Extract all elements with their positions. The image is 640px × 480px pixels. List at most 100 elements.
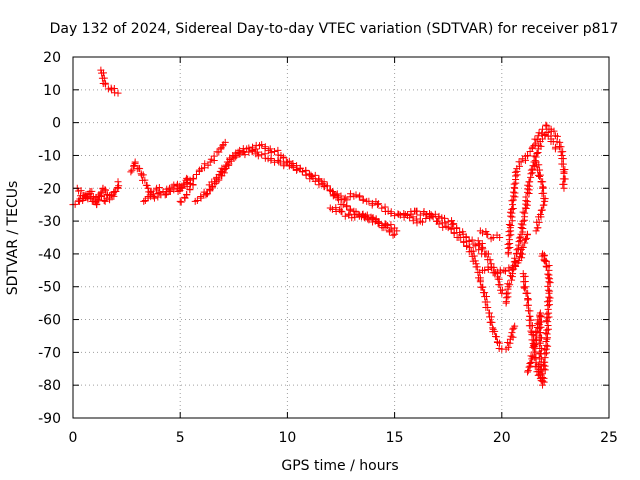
data-point-marker	[533, 218, 541, 226]
data-point-marker	[426, 214, 434, 222]
data-point-marker	[351, 213, 359, 221]
x-tick-label: 5	[176, 430, 185, 446]
data-point-marker	[537, 142, 545, 150]
data-point-marker	[267, 149, 275, 157]
data-point-marker	[89, 193, 97, 201]
data-point-marker	[529, 353, 537, 361]
data-point-marker	[217, 172, 225, 180]
data-point-marker	[298, 168, 306, 176]
data-point-marker	[382, 223, 390, 231]
data-point-marker	[542, 317, 550, 325]
data-point-marker	[521, 239, 529, 247]
data-point-marker	[560, 184, 568, 192]
data-point-marker	[101, 197, 109, 205]
data-point-marker	[326, 186, 334, 194]
data-point-marker	[524, 181, 532, 189]
data-point-marker	[545, 278, 553, 286]
data-point-marker	[345, 210, 353, 218]
data-point-marker	[462, 233, 470, 241]
data-point-marker	[523, 234, 531, 242]
data-point-marker	[236, 150, 244, 158]
data-point-marker	[254, 152, 262, 160]
data-point-marker	[546, 287, 554, 295]
data-point-marker	[495, 281, 503, 289]
data-point-marker	[479, 283, 487, 291]
data-point-marker	[433, 217, 441, 225]
data-point-marker	[323, 182, 331, 190]
data-point-marker	[245, 148, 253, 156]
data-point-marker	[543, 326, 551, 334]
data-point-marker	[222, 161, 230, 169]
data-point-marker	[101, 186, 109, 194]
x-axis-label: GPS time / hours	[281, 458, 398, 474]
data-point-marker	[77, 187, 85, 195]
data-point-marker	[386, 227, 394, 235]
data-point-marker	[524, 230, 532, 238]
data-point-marker	[534, 224, 542, 232]
data-point-marker	[141, 176, 149, 184]
data-point-marker	[208, 184, 216, 192]
data-point-marker	[469, 247, 477, 255]
data-point-marker	[378, 204, 386, 212]
data-point-marker	[558, 160, 566, 168]
data-point-marker	[536, 166, 544, 174]
data-point-marker	[97, 189, 105, 197]
data-point-marker	[546, 294, 554, 302]
data-point-marker	[240, 147, 248, 155]
data-point-marker	[365, 197, 373, 205]
data-point-marker	[144, 184, 152, 192]
data-point-marker	[156, 188, 164, 196]
data-point-marker	[538, 206, 546, 214]
data-point-marker	[533, 149, 541, 157]
data-point-marker	[546, 279, 554, 287]
data-point-marker	[474, 237, 482, 245]
data-point-marker	[149, 190, 157, 198]
data-point-marker	[395, 211, 403, 219]
data-point-marker	[494, 275, 502, 283]
data-point-marker	[374, 200, 382, 208]
data-point-marker	[536, 355, 544, 363]
data-point-marker	[536, 309, 544, 317]
y-axis-label: SDTVAR / TECUs	[5, 181, 21, 296]
data-point-marker	[518, 254, 526, 262]
data-point-marker	[407, 210, 415, 218]
data-point-marker	[541, 346, 549, 354]
data-point-marker	[549, 138, 557, 146]
data-point-marker	[541, 257, 549, 265]
data-point-marker	[556, 142, 564, 150]
data-point-marker	[491, 333, 499, 341]
data-point-marker	[509, 201, 517, 209]
data-point-marker	[561, 175, 569, 183]
data-point-marker	[481, 266, 489, 274]
x-tick-label: 25	[600, 430, 618, 446]
data-point-marker	[444, 224, 452, 232]
data-point-marker	[219, 169, 227, 177]
data-point-marker	[544, 270, 552, 278]
data-point-marker	[543, 310, 551, 318]
data-point-marker	[266, 145, 274, 153]
data-point-marker	[505, 266, 513, 274]
data-point-marker	[505, 221, 513, 229]
data-point-marker	[509, 333, 517, 341]
data-point-marker	[535, 161, 543, 169]
data-point-marker	[531, 157, 539, 165]
data-point-marker	[511, 168, 519, 176]
data-point-marker	[100, 74, 108, 82]
data-point-marker	[210, 152, 218, 160]
data-point-marker	[226, 156, 234, 164]
data-point-marker	[142, 181, 150, 189]
data-point-marker	[539, 135, 547, 143]
data-point-marker	[391, 230, 399, 238]
data-point-marker	[337, 192, 345, 200]
data-point-marker	[479, 289, 487, 297]
data-points	[69, 66, 569, 389]
data-point-marker	[463, 242, 471, 250]
data-point-marker	[288, 161, 296, 169]
data-point-marker	[536, 344, 544, 352]
data-point-marker	[88, 187, 96, 195]
data-point-marker	[523, 198, 531, 206]
data-point-marker	[193, 197, 201, 205]
data-point-marker	[538, 130, 546, 138]
data-point-marker	[522, 193, 530, 201]
